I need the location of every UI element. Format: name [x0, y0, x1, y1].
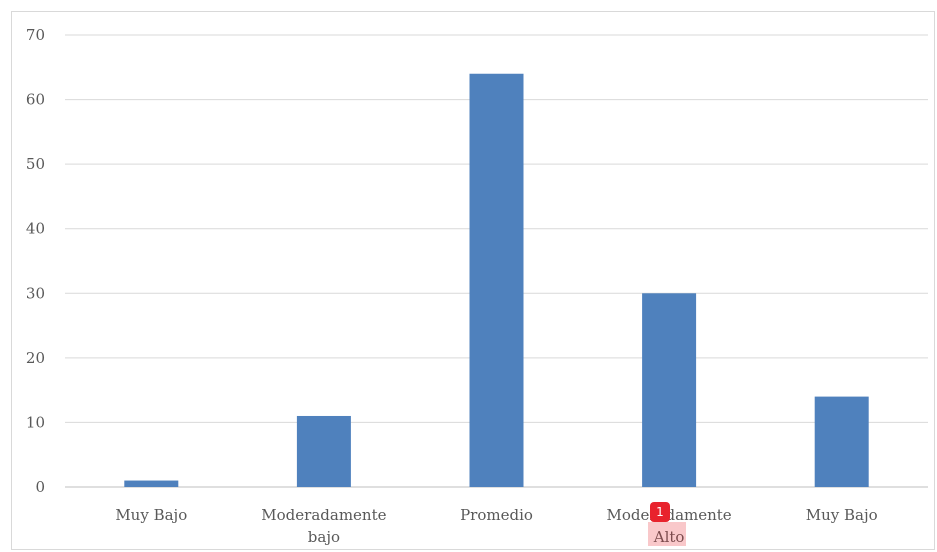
y-tick-label: 70: [26, 26, 45, 44]
bar: [642, 293, 697, 487]
comment-highlight: [648, 522, 686, 546]
y-axis-tick-labels: 0 10 20 30 40 50 60 70: [26, 26, 45, 496]
y-tick-label: 30: [26, 284, 45, 302]
bar: [469, 73, 524, 487]
x-category-label: Promedio: [460, 506, 533, 524]
y-tick-label: 10: [26, 413, 45, 431]
y-tick-label: 20: [26, 349, 45, 367]
bar: [296, 415, 351, 487]
bar: [124, 480, 179, 487]
y-tick-label: 60: [26, 91, 45, 109]
comment-marker-icon[interactable]: 1: [650, 502, 670, 522]
x-axis-category-labels: Muy BajoModeradamentebajoPromedioModerad…: [115, 506, 877, 546]
bars: [124, 73, 869, 487]
bar: [814, 396, 869, 487]
x-category-label: Moderadamente bajo: [261, 506, 386, 546]
y-tick-label: 0: [35, 478, 45, 496]
x-category-label: Muy Bajo: [806, 506, 878, 524]
x-category-label: Muy Bajo: [115, 506, 187, 524]
y-tick-label: 50: [26, 155, 45, 173]
y-tick-label: 40: [26, 220, 45, 238]
